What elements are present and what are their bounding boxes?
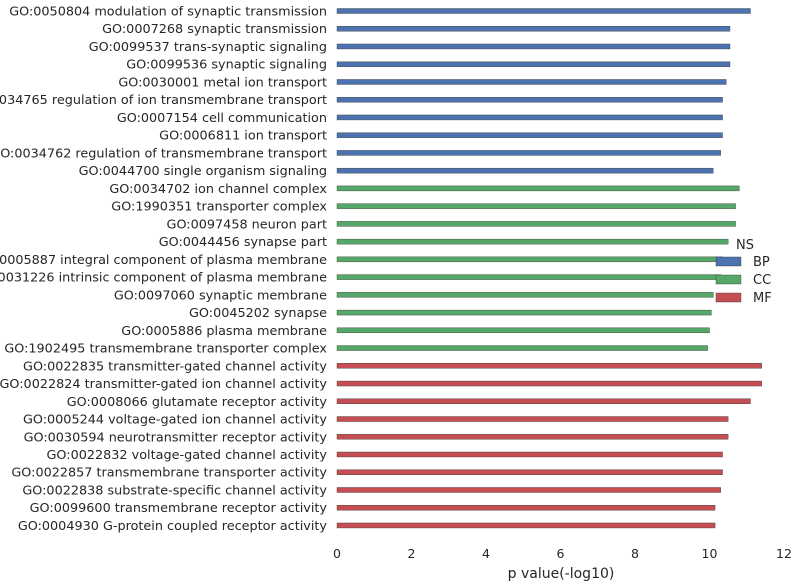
bar-bp (336, 61, 731, 67)
bar-bp (336, 96, 723, 103)
x-ticks-group: 0 2 4 6 8 10 12 (333, 546, 792, 561)
bar-mf (336, 398, 751, 404)
category-label: GO:0005244 voltage-gated ion channel act… (23, 413, 327, 428)
bar-mf (336, 434, 729, 440)
legend-swatch-mf (715, 292, 742, 303)
bar-cc (336, 185, 740, 192)
bar-cc (336, 238, 729, 245)
bar-bp (336, 79, 727, 85)
bar-mf (336, 416, 729, 422)
category-label: GO:0022832 voltage-gated channel activit… (47, 448, 328, 463)
legend-label-mf: MF (753, 291, 772, 306)
bar-bp (336, 150, 721, 156)
bar-mf (336, 522, 716, 529)
category-label: GO:0034765 regulation of ion transmembra… (0, 93, 327, 108)
bar-cc (336, 309, 712, 316)
category-label: GO:0007154 cell communication (117, 111, 327, 126)
legend-label-cc: CC (753, 273, 771, 288)
bar-cc (336, 345, 708, 351)
legend-swatch-cc (715, 274, 742, 285)
bar-mf (336, 487, 721, 493)
category-label: GO:0022824 transmitter-gated ion channel… (0, 377, 327, 392)
bar-mf (336, 451, 723, 458)
category-label: GO:0005886 plasma membrane (121, 324, 327, 339)
bar-mf (336, 469, 723, 475)
bar-bp (336, 43, 731, 50)
category-label: GO:0099600 transmembrane receptor activi… (30, 501, 328, 516)
category-label: GO:1990351 transporter complex (111, 200, 327, 215)
x-axis-title: p value(-log10) (508, 566, 615, 582)
category-label: GO:0006811 ion transport (159, 129, 327, 144)
bar-bp (336, 114, 723, 121)
category-label: GO:0034702 ion channel complex (109, 182, 327, 197)
category-labels-group: GO:0050804 modulation of synaptic transm… (0, 5, 327, 534)
bar-bp (336, 132, 723, 138)
legend-title: NS (736, 238, 754, 253)
x-tick-label: 0 (333, 546, 341, 561)
legend-swatch-bp (715, 256, 742, 267)
x-tick-label: 4 (482, 546, 490, 561)
category-label: GO:0005887 integral component of plasma … (0, 253, 327, 268)
bar-cc (336, 292, 714, 298)
category-label: GO:0022857 transmembrane transporter act… (11, 466, 327, 481)
category-label: GO:0007268 synaptic transmission (102, 22, 327, 37)
category-label: GO:0030001 metal ion transport (118, 75, 327, 90)
category-label: GO:0099536 synaptic signaling (126, 58, 327, 73)
category-label: GO:0031226 intrinsic component of plasma… (0, 271, 327, 286)
bar-bp (336, 8, 751, 14)
bar-cc (336, 274, 721, 280)
legend-label-bp: BP (753, 255, 770, 270)
bar-mf (336, 505, 716, 511)
category-label: GO:0022835 transmitter-gated channel act… (23, 359, 327, 374)
category-label: GO:0050804 modulation of synaptic transm… (9, 5, 327, 20)
category-label: GO:0004930 G-protein coupled receptor ac… (18, 519, 328, 534)
bar-bp (336, 26, 731, 32)
bars-group (336, 8, 762, 529)
x-tick-label: 8 (631, 546, 639, 561)
category-label: GO:0022838 substrate-specific channel ac… (22, 483, 327, 498)
category-label: GO:1902495 transmembrane transporter com… (4, 342, 327, 357)
category-label: GO:0008066 glutamate receptor activity (67, 395, 328, 410)
bar-cc (336, 327, 710, 334)
bar-cc (336, 203, 736, 209)
category-label: GO:0097060 synaptic membrane (114, 288, 327, 303)
bar-mf (336, 363, 762, 369)
category-label: GO:0044456 synapse part (159, 235, 327, 250)
category-label: GO:0045202 synapse (189, 306, 327, 321)
bar-cc (336, 221, 736, 227)
bar-mf (336, 380, 762, 387)
category-label: GO:0099537 trans-synaptic signaling (89, 40, 327, 55)
x-tick-label: 10 (702, 546, 718, 561)
x-tick-label: 2 (408, 546, 416, 561)
x-tick-label: 12 (776, 546, 792, 561)
category-label: GO:0044700 single organism signaling (79, 164, 327, 179)
category-label: GO:0030594 neurotransmitter receptor act… (24, 430, 328, 445)
bar-cc (336, 256, 723, 263)
category-label: GO:0034762 regulation of transmembrane t… (0, 146, 327, 161)
category-label: GO:0097458 neuron part (167, 217, 327, 232)
x-tick-label: 6 (557, 546, 565, 561)
bar-bp (336, 167, 714, 174)
legend: NS BP CC MF (715, 238, 772, 306)
